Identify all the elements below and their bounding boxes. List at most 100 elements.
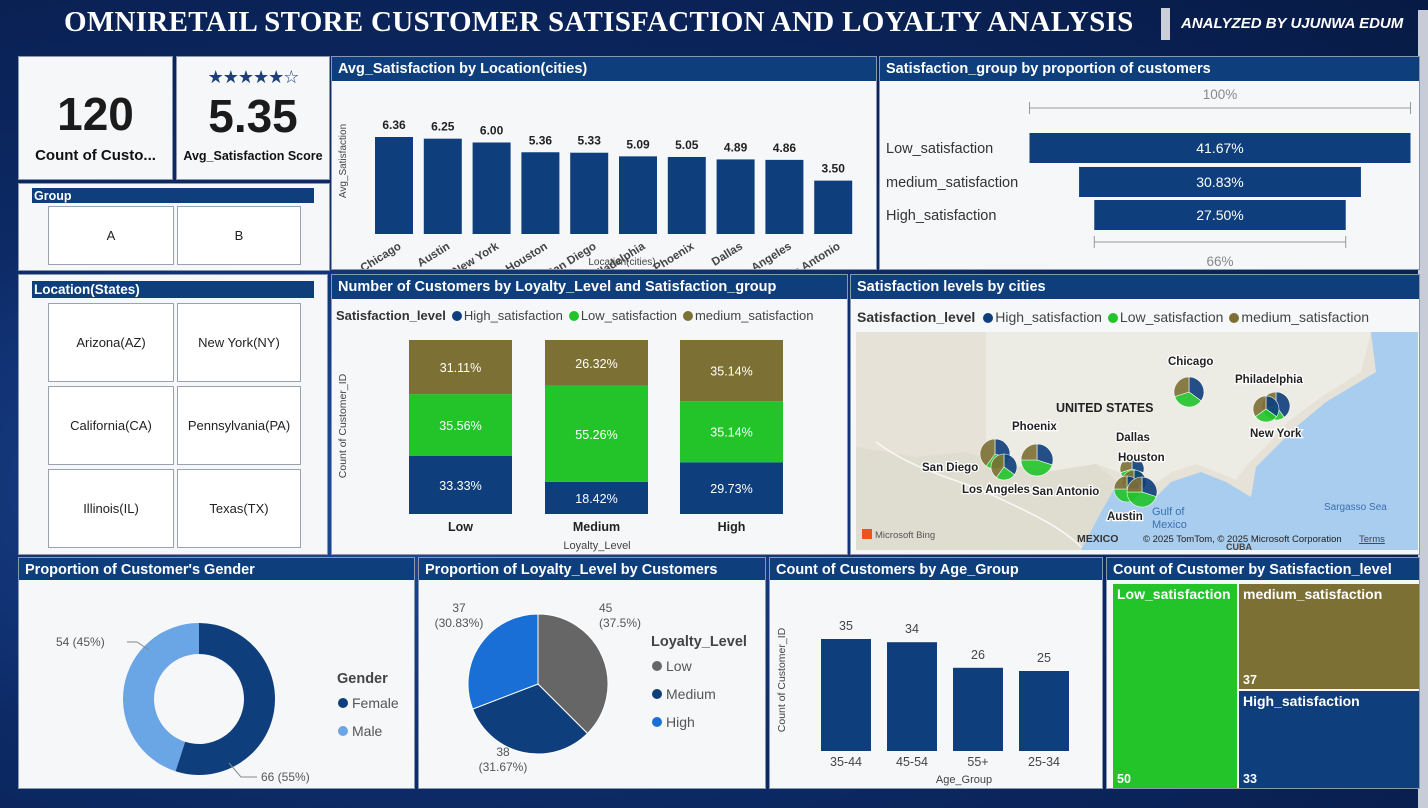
map-pie-slice [1020,459,1053,477]
state-option-new-york[interactable]: New York(NY) [177,303,301,382]
bar-data-label: 6.36 [382,118,406,132]
group-option-a[interactable]: A [48,206,174,265]
stacked-bar-segment [545,340,648,386]
bar [521,152,560,234]
state-option-arizona[interactable]: Arizona(AZ) [48,303,174,382]
map-pie-slice [1036,443,1054,466]
y-axis-label: Count of Customer_ID [337,373,349,478]
bar-data-label: 5.33 [578,134,602,148]
kpi-satisfaction-label: Avg_Satisfaction Score [183,149,323,163]
avg-satisfaction-by-city-title: Avg_Satisfaction by Location(cities) [332,57,876,81]
donut-data-label: 66 (55%) [261,770,310,784]
bar-data-label: 34 [905,622,919,636]
map-label-sea: Sargasso Sea [1324,502,1387,513]
x-tick-label: Dallas [710,240,745,268]
segment-data-label: 26.32% [575,357,617,371]
stacked-bar-segment [680,339,783,402]
satisfaction-map-title: Satisfaction levels by cities [851,275,1419,299]
treemap-tile-value: 33 [1243,772,1257,786]
map-city-label: Austin [1107,511,1143,523]
x-tick-label: Medium [573,520,620,534]
funnel-data-label: 27.50% [1196,207,1243,223]
x-tick-label: Austin [416,240,453,269]
map-bing-credit: Microsoft Bing [875,530,935,541]
bar [667,156,706,234]
legend-item-medium: medium_satisfaction [694,308,814,323]
state-option-pennsylvania[interactable]: Pennsylvania(PA) [177,386,301,465]
map-attribution: © 2025 TomTom, © 2025 Microsoft Corporat… [1143,534,1342,545]
map-label-gulf: Gulf of [1152,506,1185,518]
legend-marker [338,698,348,708]
stacked-bar-segment [545,385,648,482]
loyalty-by-satisfaction-card: Number of Customers by Loyalty_Level and… [331,274,848,555]
stacked-bar-segment [680,462,783,514]
x-tick-label: High [718,520,746,534]
kpi-card-customer-count: 120 Count of Custo... [18,56,173,180]
funnel-bar [1079,167,1361,197]
satisfaction-map-card: Satisfaction levels by cities Satisfacti… [850,274,1420,555]
pie-data-label: (30.83%) [435,616,484,630]
segment-data-label: 55.26% [575,428,617,442]
bar [472,142,511,234]
x-axis-label: Age_Group [936,774,992,786]
loyalty-title: Proportion of Loyalty_Level by Customers [419,558,765,580]
legend-item: High [666,714,695,730]
map-legend-high: High_satisfaction [995,309,1102,325]
avg-satisfaction-by-city-card: Avg_Satisfaction by Location(cities) Avg… [331,56,877,270]
x-tick-label: 25-34 [1028,755,1060,769]
funnel-category-label: Low_satisfaction [886,141,993,157]
state-option-illinois[interactable]: Illinois(IL) [48,469,174,548]
age-group-title: Count of Customers by Age_Group [770,558,1102,580]
bar-data-label: 6.25 [431,120,455,134]
bar-data-label: 5.09 [626,137,650,151]
stacked-bar-segment [409,394,512,457]
loyalty-by-satisfaction-legend: Satisfaction_level High_satisfaction Low_s… [336,308,813,323]
map-city-label: Philadelphia [1235,374,1303,386]
map-legend-low: Low_satisfaction [1119,309,1224,325]
x-tick-label: 35-44 [830,755,862,769]
legend-title: Satisfaction_level [336,308,446,323]
bar [1019,671,1069,751]
x-axis-label: Location(cities) [588,257,655,268]
funnel-bottom-label: 66% [1206,254,1233,269]
treemap-tile [1239,691,1419,788]
author-credit: ANALYZED BY UJUNWA EDUM [1181,15,1404,32]
bar-data-label: 4.86 [773,141,797,155]
bar-data-label: 4.89 [724,140,748,154]
treemap-tile-value: 37 [1243,673,1257,687]
map-pie-slice [1141,476,1158,498]
right-scroll-strip[interactable] [1418,10,1428,808]
map-pie-slice [979,438,996,467]
kpi-count-label: Count of Custo... [35,147,156,164]
legend-title: Loyalty_Level [651,634,747,650]
map-pie-slice [1126,491,1157,508]
legend-marker [652,661,662,671]
state-option-texas[interactable]: Texas(TX) [177,469,301,548]
star-rating-icon: ★★★★★☆ [207,67,300,87]
legend-title: Gender [337,671,388,687]
map-pie-slice [1119,456,1133,474]
bar-data-label: 3.50 [822,162,846,176]
y-axis-label: Count of Customer_ID [776,627,788,732]
bar [953,667,1003,751]
legend-marker [652,689,662,699]
bar [821,639,871,751]
map-terms-link: Terms [1359,534,1385,545]
x-tick-label: Chicago [359,240,404,270]
bar [375,137,413,234]
kpi-count-value: 120 [57,88,134,140]
map-pie-slice [1255,408,1277,423]
group-option-b[interactable]: B [177,206,301,265]
map-label-country: UNITED STATES [1056,401,1153,415]
satisfaction-treemap-chart: Low_satisfaction 50 medium_satisfaction 37 H… [1113,584,1419,788]
state-slicer: Location(States) Arizona(AZ) New York(NY… [18,274,328,555]
pie-data-label: 45 [599,601,613,615]
map-city-label: Houston [1118,452,1165,464]
stacked-bar-segment [409,340,512,395]
legend-marker [652,717,662,727]
map-city-label: Dallas [1116,432,1150,444]
loyalty-by-satisfaction-title: Number of Customers by Loyalty_Level and… [332,275,847,299]
state-option-california[interactable]: California(CA) [48,386,174,465]
map-legend: Satisfaction_level High_satisfaction Low_s… [857,309,1369,325]
